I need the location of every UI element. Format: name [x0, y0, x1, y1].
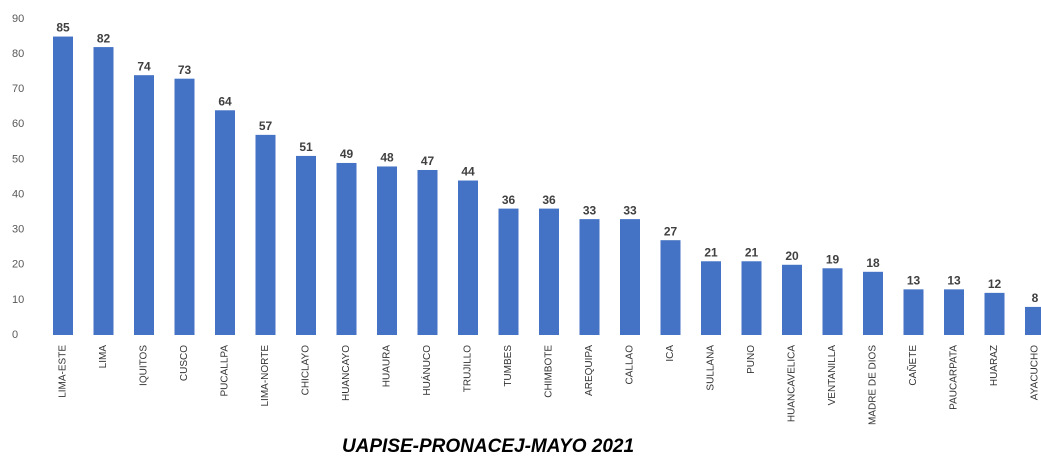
bar [174, 78, 195, 335]
bar [660, 240, 681, 335]
value-label: 12 [988, 277, 1002, 291]
bar [741, 261, 762, 335]
value-label: 13 [947, 274, 961, 288]
bar [822, 268, 843, 335]
value-label: 19 [826, 252, 840, 266]
value-label: 44 [461, 165, 475, 179]
bar [944, 289, 964, 335]
x-tick-label: CHICLAYO [301, 345, 312, 396]
bar [458, 180, 478, 335]
bar [417, 169, 438, 335]
bar [498, 208, 519, 335]
y-tick-label: 50 [12, 153, 24, 165]
bar [1025, 306, 1041, 335]
bar [903, 289, 924, 335]
y-tick-label: 70 [12, 83, 24, 95]
x-tick-label: CAÑETE [906, 345, 919, 386]
x-tick-label: IQUITOS [139, 345, 150, 386]
value-label: 27 [664, 224, 678, 238]
x-tick-label: SULLANA [706, 345, 717, 391]
x-tick-label: CALLAO [625, 345, 636, 385]
x-tick-label: PUCALLPA [220, 345, 231, 397]
bar [863, 271, 883, 335]
value-label: 36 [542, 193, 556, 207]
bar [215, 110, 235, 336]
value-label: 33 [623, 203, 637, 217]
bar [701, 261, 721, 335]
x-tick-label: CUSCO [179, 345, 190, 381]
x-tick-label: LIMA-NORTE [260, 345, 271, 407]
bar [539, 208, 559, 335]
x-tick-label: HUANCAVELICA [787, 345, 798, 422]
y-tick-label: 30 [12, 224, 24, 236]
x-tick-label: AREQUIPA [584, 345, 595, 396]
bar [377, 166, 397, 335]
value-label: 73 [178, 63, 192, 77]
value-label: 51 [299, 140, 313, 154]
value-label: 18 [866, 256, 880, 270]
x-tick-label: HUANCAYO [341, 345, 352, 401]
bar [134, 75, 154, 335]
value-label: 74 [137, 59, 151, 73]
y-tick-label: 40 [12, 188, 24, 200]
value-label: 64 [218, 94, 232, 108]
x-tick-label: VENTANILLA [827, 345, 838, 406]
y-tick-label: 80 [12, 48, 24, 60]
y-tick-label: 60 [12, 118, 24, 130]
y-tick-label: 10 [12, 294, 24, 306]
y-tick-label: 0 [12, 329, 18, 341]
x-tick-label: MADRE DE DIOS [868, 345, 879, 425]
x-tick-label: PUNO [746, 345, 757, 374]
x-tick-label: HUAURA [382, 345, 393, 388]
y-tick-label: 20 [12, 259, 24, 271]
bar [579, 219, 600, 335]
value-label: 21 [745, 245, 759, 259]
x-tick-label: AYACUCHO [1030, 345, 1041, 400]
x-tick-label: TRUJILLO [463, 345, 474, 392]
chart-caption: UAPISE-PRONACEJ-MAYO 2021 [342, 436, 634, 457]
x-tick-label: PAUCARPATA [949, 345, 960, 410]
value-label: 8 [1032, 291, 1039, 305]
bar [620, 219, 640, 335]
bar [255, 134, 276, 335]
value-label: 13 [907, 274, 921, 288]
x-tick-label: LIMA-ESTE [58, 345, 69, 398]
value-label: 82 [97, 31, 111, 45]
value-label: 20 [785, 249, 799, 263]
x-tick-label: HUÁNUCO [420, 345, 433, 396]
bar [53, 36, 73, 336]
x-tick-label: ICA [665, 345, 676, 362]
bar [782, 264, 802, 335]
value-label: 85 [56, 21, 70, 35]
value-label: 57 [259, 119, 273, 133]
bar [296, 155, 316, 335]
bar [336, 162, 357, 335]
value-label: 48 [380, 151, 394, 165]
bar [984, 292, 1005, 335]
value-label: 33 [583, 203, 597, 217]
y-tick-label: 90 [12, 13, 24, 25]
value-label: 49 [340, 147, 354, 161]
x-tick-label: LIMA [98, 345, 109, 369]
x-tick-label: TUMBES [503, 345, 514, 387]
x-tick-label: CHIMBOTE [544, 345, 555, 398]
value-label: 47 [421, 154, 435, 168]
bar [93, 47, 114, 335]
value-label: 21 [704, 245, 718, 259]
x-tick-label: HUARAZ [989, 345, 1000, 386]
value-label: 36 [502, 193, 516, 207]
